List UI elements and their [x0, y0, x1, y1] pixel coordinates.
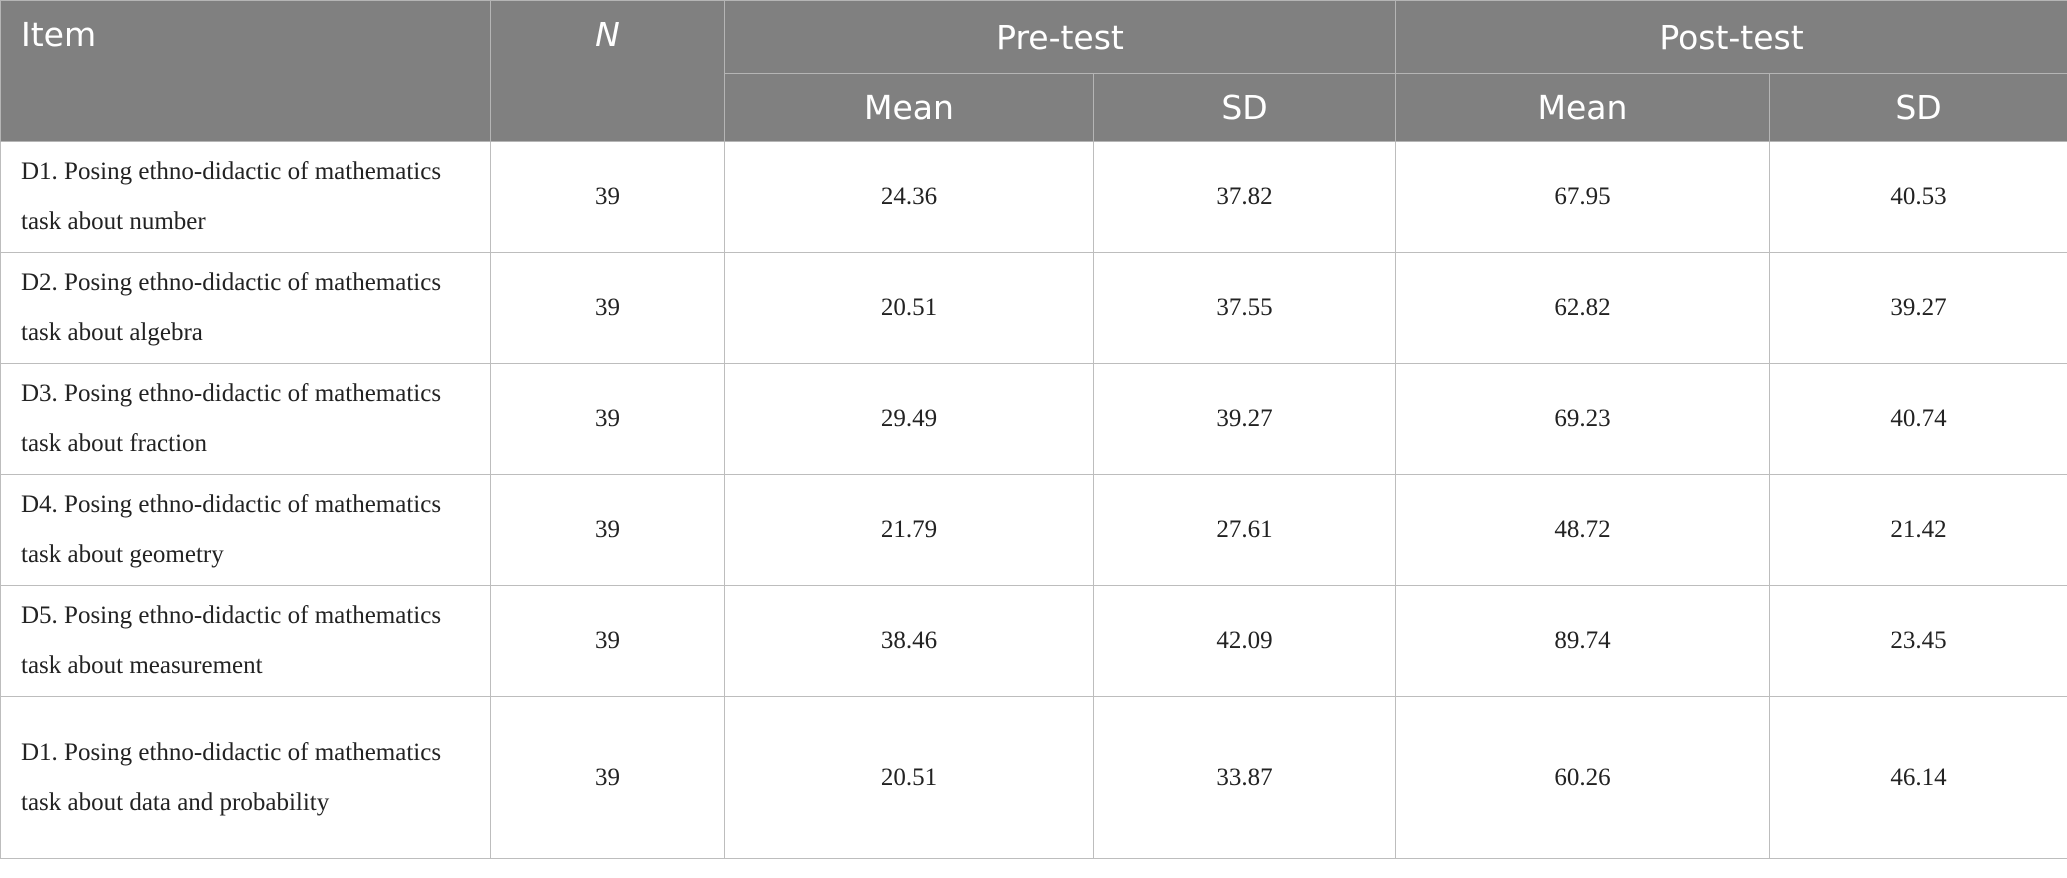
value-cell: 21.79	[724, 474, 1094, 586]
value-cell: 39	[490, 585, 725, 697]
value-cell: 39.27	[1768, 252, 2067, 364]
header-cell: SD	[1768, 73, 2067, 142]
data-table: Item N Pre-test Post-test Mean SD Mean S…	[0, 0, 2067, 859]
item-cell: D2. Posing ethno-didactic of mathematics…	[0, 252, 491, 364]
value-cell: 39	[490, 696, 725, 859]
value-cell: 39	[490, 141, 725, 253]
value-cell: 46.14	[1768, 696, 2067, 859]
value-cell: 27.61	[1093, 474, 1396, 586]
value-cell: 20.51	[724, 696, 1094, 859]
item-cell: D3. Posing ethno-didactic of mathematics…	[0, 363, 491, 475]
table-row: D2. Posing ethno-didactic of mathematics…	[0, 252, 2067, 364]
item-cell: D5. Posing ethno-didactic of mathematics…	[0, 585, 491, 697]
value-cell: 60.26	[1395, 696, 1770, 859]
value-cell: 89.74	[1395, 585, 1770, 697]
table-header: Item N Pre-test Post-test Mean SD Mean S…	[0, 0, 2067, 142]
value-cell: 37.82	[1093, 141, 1396, 253]
value-cell: 20.51	[724, 252, 1094, 364]
value-cell: 33.87	[1093, 696, 1396, 859]
value-cell: 39	[490, 474, 725, 586]
value-cell: 37.55	[1093, 252, 1396, 364]
table-row: D4. Posing ethno-didactic of mathematics…	[0, 474, 2067, 586]
value-cell: 67.95	[1395, 141, 1770, 253]
item-cell: D1. Posing ethno-didactic of mathematics…	[0, 141, 491, 253]
header-cell: SD	[1093, 73, 1396, 142]
header-cell: Item	[0, 0, 491, 142]
value-cell: 29.49	[724, 363, 1094, 475]
table-row: D3. Posing ethno-didactic of mathematics…	[0, 363, 2067, 475]
value-cell: 40.74	[1768, 363, 2067, 475]
table-row: D1. Posing ethno-didactic of mathematics…	[0, 141, 2067, 253]
value-cell: 69.23	[1395, 363, 1770, 475]
value-cell: 24.36	[724, 141, 1094, 253]
value-cell: 62.82	[1395, 252, 1770, 364]
value-cell: 38.46	[724, 585, 1094, 697]
value-cell: 48.72	[1395, 474, 1770, 586]
table-row: D5. Posing ethno-didactic of mathematics…	[0, 585, 2067, 697]
header-cell: Post-test	[1394, 0, 2067, 74]
value-cell: 42.09	[1093, 585, 1396, 697]
table-body: D1. Posing ethno-didactic of mathematics…	[0, 141, 2067, 859]
value-cell: 39.27	[1093, 363, 1396, 475]
item-cell: D1. Posing ethno-didactic of mathematics…	[0, 696, 491, 859]
header-cell: Mean	[724, 73, 1094, 142]
header-cell: N	[490, 0, 725, 142]
value-cell: 23.45	[1768, 585, 2067, 697]
value-cell: 39	[490, 363, 725, 475]
value-cell: 39	[490, 252, 725, 364]
value-cell: 40.53	[1768, 141, 2067, 253]
value-cell: 21.42	[1768, 474, 2067, 586]
table-row: D1. Posing ethno-didactic of mathematics…	[0, 696, 2067, 859]
item-cell: D4. Posing ethno-didactic of mathematics…	[0, 474, 491, 586]
header-cell: Mean	[1395, 73, 1770, 142]
header-cell: Pre-test	[724, 0, 1396, 74]
